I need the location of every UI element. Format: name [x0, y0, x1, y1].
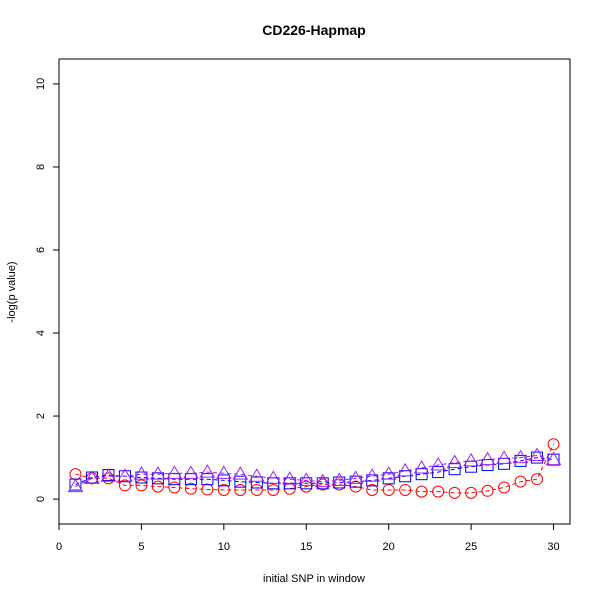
series-circle-point-28 — [514, 475, 527, 488]
series-circle-point-5 — [135, 479, 148, 492]
series-circle-point-6 — [151, 480, 164, 493]
series-triangle-point-2 — [84, 470, 100, 484]
series-triangle-point-13 — [265, 470, 282, 484]
x-tick-label-6: 30 — [547, 541, 559, 553]
series-triangle-point-9 — [199, 464, 216, 478]
series-circle-point-7 — [168, 481, 181, 494]
y-tick-label-1: 2 — [35, 413, 47, 419]
chart-title: CD226-Hapmap — [262, 22, 365, 38]
series-square-point-12 — [250, 476, 263, 489]
series-square-point-9 — [201, 473, 214, 486]
series-circle-point-1 — [69, 468, 82, 481]
series-square-point-8 — [184, 473, 197, 486]
y-tick-label-0: 0 — [35, 496, 47, 502]
series-square-point-24 — [448, 463, 461, 476]
series-triangle-point-22 — [413, 459, 430, 474]
series-triangle-point-26 — [479, 451, 496, 466]
series-triangle-point-15 — [298, 472, 315, 486]
series-triangle-point-19 — [364, 468, 381, 482]
series-triangle-point-1 — [67, 478, 84, 493]
series-triangle-point-11 — [232, 466, 249, 480]
series-triangle-point-21 — [397, 462, 414, 477]
series-triangle-point-14 — [281, 471, 298, 485]
x-axis: 0 5 10 15 20 25 30 — [56, 523, 560, 553]
x-axis-label: initial SNP in window — [263, 573, 365, 585]
series-triangle-point-12 — [248, 468, 265, 482]
series-triangle-point-8 — [183, 465, 199, 479]
series-square-point-19 — [366, 474, 379, 487]
series-triangle-point-20 — [380, 466, 397, 480]
series-circle-point-22 — [415, 485, 428, 498]
series-circle-point-24 — [448, 486, 461, 499]
series-square-point-23 — [432, 466, 445, 479]
series-triangle-line — [75, 454, 554, 488]
series-triangle-point-27 — [496, 450, 512, 464]
series-triangle-point-5 — [133, 466, 150, 480]
series-square-point-6 — [151, 472, 164, 485]
y-tick-label-4: 8 — [35, 164, 47, 170]
x-tick-label-4: 20 — [383, 541, 395, 553]
series-triangle-point-29 — [529, 447, 545, 461]
series-square-point-20 — [382, 472, 395, 485]
series-triangle-point-18 — [347, 470, 364, 484]
series-circle-point-23 — [432, 485, 445, 498]
series-triangle-point-10 — [215, 465, 232, 479]
series-square-point-14 — [283, 477, 296, 490]
series-triangle-point-30 — [545, 451, 562, 466]
y-tick-label-3: 6 — [35, 247, 47, 253]
series-circle-point-11 — [234, 483, 247, 496]
y-tick-label-2: 4 — [35, 330, 47, 336]
series-circle-line — [75, 444, 554, 494]
series-circle-point-29 — [531, 473, 544, 486]
series-circle-point-19 — [366, 483, 379, 496]
series-circle-point-4 — [118, 479, 131, 492]
series-circle-point-20 — [382, 483, 395, 496]
series-circle-point-9 — [201, 483, 214, 496]
series-circle-point-21 — [399, 483, 412, 496]
series-circle-point-13 — [267, 483, 280, 496]
x-tick-label-3: 15 — [300, 541, 312, 553]
series-circle-point-10 — [217, 483, 230, 496]
y-tick-label-5: 10 — [35, 78, 47, 90]
series-triangle-point-23 — [430, 457, 446, 471]
series-circle-point-27 — [498, 481, 511, 494]
series-circle-point-8 — [184, 482, 197, 495]
series-circle-point-25 — [465, 486, 478, 499]
series-square-point-11 — [234, 475, 247, 488]
series-triangle-point-17 — [331, 472, 348, 486]
series-layer — [67, 438, 562, 499]
x-tick-label-1: 5 — [138, 541, 144, 553]
series-triangle-point-28 — [512, 449, 529, 464]
x-tick-label-0: 0 — [56, 541, 62, 553]
y-axis-label: -log(p value) — [6, 261, 18, 322]
series-triangle-point-24 — [446, 454, 463, 469]
series-triangle-point-16 — [314, 473, 331, 488]
plot-frame — [58, 58, 571, 525]
series-triangle-point-6 — [150, 466, 166, 480]
series-circle-point-12 — [250, 483, 263, 496]
x-tick-label-5: 25 — [465, 541, 477, 553]
series-square-line — [75, 457, 554, 486]
series-circle-point-30 — [547, 438, 560, 451]
series-triangle-point-25 — [463, 452, 479, 467]
series-triangle-point-3 — [100, 468, 117, 482]
series-circle-point-26 — [481, 484, 494, 497]
series-square-point-10 — [217, 474, 230, 487]
series-square-point-22 — [415, 468, 428, 481]
series-triangle-point-4 — [117, 468, 133, 482]
x-tick-label-2: 10 — [218, 541, 230, 553]
y-axis: 0 2 4 6 8 10 — [35, 78, 60, 502]
series-triangle-point-7 — [166, 465, 183, 479]
